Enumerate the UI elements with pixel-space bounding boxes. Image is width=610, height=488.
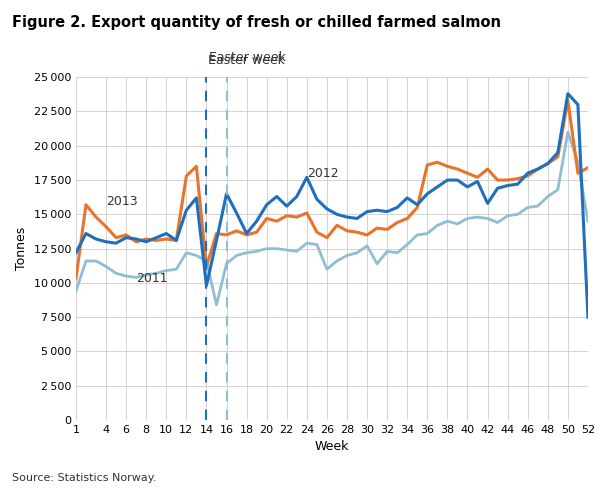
Text: 2011: 2011: [136, 271, 168, 285]
Text: Source: Statistics Norway.: Source: Statistics Norway.: [12, 473, 157, 483]
Text: Easter week: Easter week: [209, 51, 286, 64]
Text: 2013: 2013: [106, 195, 138, 208]
Y-axis label: Tonnes: Tonnes: [15, 227, 28, 270]
X-axis label: Week: Week: [315, 441, 349, 453]
Text: Figure 2. Export quantity of fresh or chilled farmed salmon: Figure 2. Export quantity of fresh or ch…: [12, 15, 501, 30]
Text: Easter week: Easter week: [209, 54, 285, 67]
Text: 2012: 2012: [307, 167, 339, 180]
